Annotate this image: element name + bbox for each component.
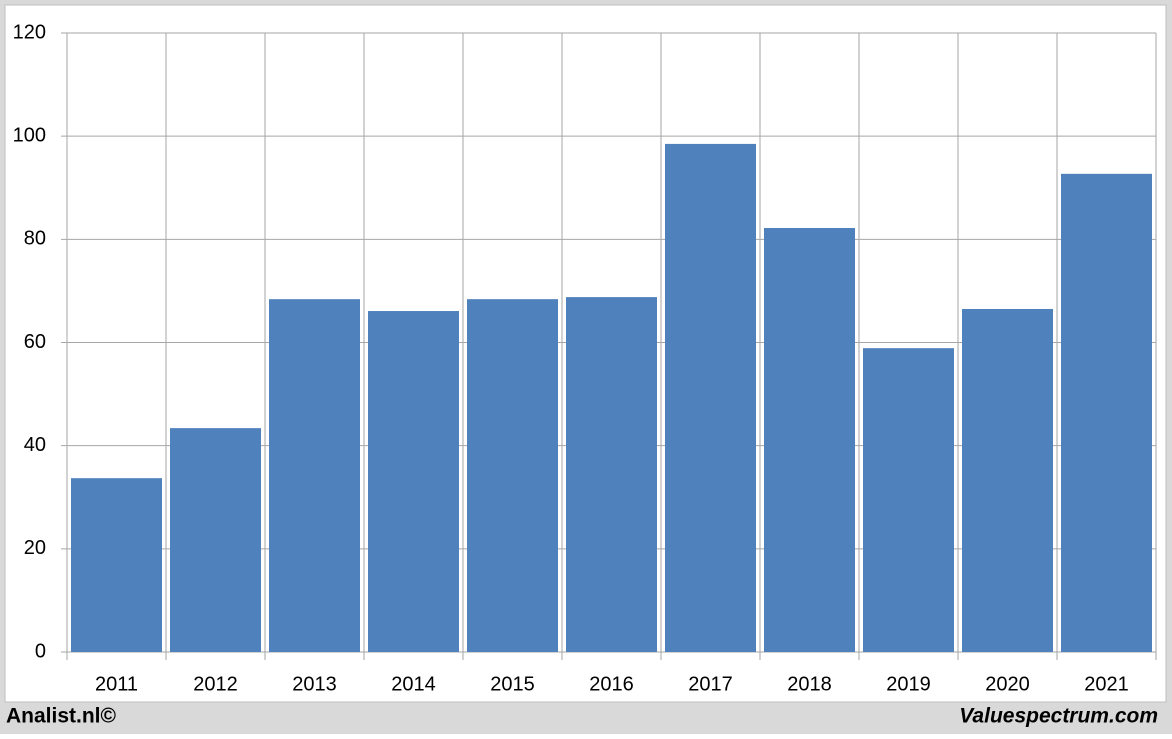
x-tick-label: 2017 [688, 673, 733, 695]
x-tick-label: 2018 [787, 673, 832, 695]
bar [665, 143, 756, 652]
bar [1061, 173, 1152, 652]
bar [269, 299, 360, 652]
y-tick-label: 60 [24, 331, 46, 353]
x-tick-label: 2012 [193, 673, 238, 695]
y-tick-label: 100 [13, 124, 46, 146]
bar [170, 428, 261, 652]
bar [863, 348, 954, 652]
x-tick-label: 2014 [391, 673, 436, 695]
bar [962, 308, 1053, 652]
bar [764, 227, 855, 653]
footer-right: Valuespectrum.com [959, 705, 1158, 728]
bar [368, 311, 459, 652]
x-tick-label: 2020 [985, 673, 1030, 695]
x-tick-label: 2019 [886, 673, 931, 695]
y-tick-label: 20 [24, 537, 46, 559]
bar [467, 299, 558, 652]
x-tick-label: 2013 [292, 673, 337, 695]
y-tick-label: 80 [24, 228, 46, 250]
x-tick-label: 2015 [490, 673, 535, 695]
bar [71, 478, 162, 652]
bar [566, 297, 657, 652]
footer-left: Analist.nl© [6, 705, 117, 728]
y-tick-label: 120 [13, 21, 46, 43]
y-tick-label: 40 [24, 434, 46, 456]
y-tick-label: 0 [35, 640, 46, 662]
x-tick-label: 2011 [95, 673, 138, 695]
x-tick-label: 2021 [1084, 673, 1129, 695]
x-tick-label: 2016 [589, 673, 634, 695]
